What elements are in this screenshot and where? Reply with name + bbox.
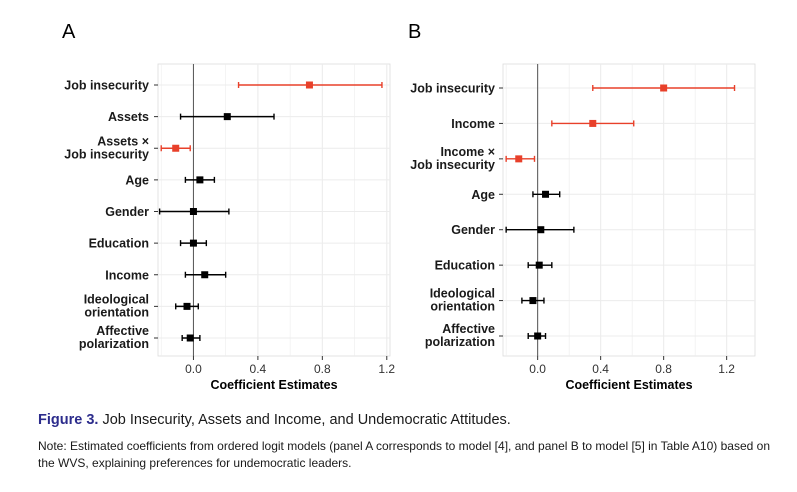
panel-a-label-gender: Gender — [105, 205, 149, 219]
figure-note: Note: Estimated coefficients from ordere… — [38, 439, 770, 470]
panel-a-label-affective-polarization: Affective polarization — [79, 324, 149, 351]
panel-b-label-line: polarization — [425, 335, 495, 349]
panel-b-xtick-label: 0.0 — [529, 362, 546, 376]
panel-a-point-gender — [189, 208, 197, 215]
panel-b-point-age — [542, 190, 550, 198]
panel-b-point-ideological-orientation — [529, 297, 537, 305]
panel-b-point-income — [589, 119, 597, 127]
panel-a-label-line: Affective — [96, 324, 149, 338]
panel-a-x-axis-label: Coefficient Estimates — [210, 378, 337, 392]
panel-a-letter: A — [62, 21, 76, 43]
panel-a-point-assets — [223, 113, 231, 121]
figure-label: Figure 3. — [38, 412, 99, 428]
panel-a-label-line: orientation — [84, 305, 149, 319]
panel-b-x-axis-label: Coefficient Estimates — [565, 378, 692, 392]
panel-a-xtick-label: 1.2 — [378, 362, 395, 376]
panel-a-point-assets-x-job-insecurity — [172, 144, 180, 152]
panel-b-label-income: Income — [451, 117, 495, 131]
panel-a-label-assets: Assets — [108, 110, 149, 124]
panel-a-xtick-label: 0.0 — [185, 362, 202, 376]
panel-b-label-income-x-job-insecurity: Income × Job insecurity — [410, 145, 495, 172]
panel-b-label-line: Ideological — [430, 287, 495, 301]
panel-b-label-age: Age — [471, 188, 495, 202]
panel-a-point-job-insecurity — [305, 81, 313, 89]
panel-b-label-education: Education — [435, 259, 495, 273]
panel-a-xtick-label: 0.8 — [314, 362, 331, 376]
panel-a-label-line: polarization — [79, 337, 149, 351]
panel-b-label-line: orientation — [430, 300, 495, 314]
figure-title: Figure 3. Job Insecurity, Assets and Inc… — [38, 410, 778, 430]
panel-a-xtick-label: 0.4 — [250, 362, 267, 376]
panel-b-label-line: Affective — [442, 322, 495, 336]
panel-b-point-gender — [537, 226, 545, 234]
panel-a-point-affective-polarization — [186, 334, 194, 342]
panel-a-label-line: Ideological — [84, 292, 149, 306]
panel-a-point-income — [201, 271, 209, 279]
panel-b-label-line: Income × — [440, 145, 495, 159]
panel-a-label-age: Age — [125, 173, 149, 187]
panel-a-label-line: Job insecurity — [64, 147, 149, 161]
panel-a-label-education: Education — [89, 237, 149, 251]
panel-b-label-affective-polarization: Affective polarization — [425, 322, 495, 349]
panel-a-point-ideological-orientation — [183, 302, 191, 310]
figure-title-text: Job Insecurity, Assets and Income, and U… — [102, 412, 511, 428]
panel-b-point-income-x-job-insecurity — [515, 155, 523, 163]
panel-a-point-education — [189, 239, 197, 247]
panel-b-label-gender: Gender — [451, 223, 495, 237]
figure-caption: Figure 3. Job Insecurity, Assets and Inc… — [38, 410, 778, 472]
panel-a-label-assets-x-job-insecurity: Assets × Job insecurity — [64, 134, 149, 161]
panel-b-xtick-label: 1.2 — [718, 362, 735, 376]
panel-a-label-income: Income — [105, 268, 149, 282]
panel-b-xtick-label: 0.4 — [592, 362, 609, 376]
panel-b-point-affective-polarization — [534, 332, 542, 340]
panel-b-xtick-label: 0.8 — [655, 362, 672, 376]
panel-b-label-job-insecurity: Job insecurity — [410, 82, 495, 96]
panel-b-point-education — [535, 261, 543, 269]
panel-b-label-line: Job insecurity — [410, 158, 495, 172]
panel-b-letter: B — [408, 21, 421, 43]
panel-b-label-ideological-orientation: Ideological orientation — [430, 287, 495, 314]
panel-a-label-job-insecurity: Job insecurity — [64, 79, 149, 93]
panel-a-label-ideological-orientation: Ideological orientation — [84, 292, 149, 319]
panel-a-point-age — [196, 176, 204, 184]
panel-b-plot-area — [502, 63, 756, 357]
panel-b-point-job-insecurity — [660, 84, 668, 92]
panel-a-label-line: Assets × — [97, 134, 149, 148]
